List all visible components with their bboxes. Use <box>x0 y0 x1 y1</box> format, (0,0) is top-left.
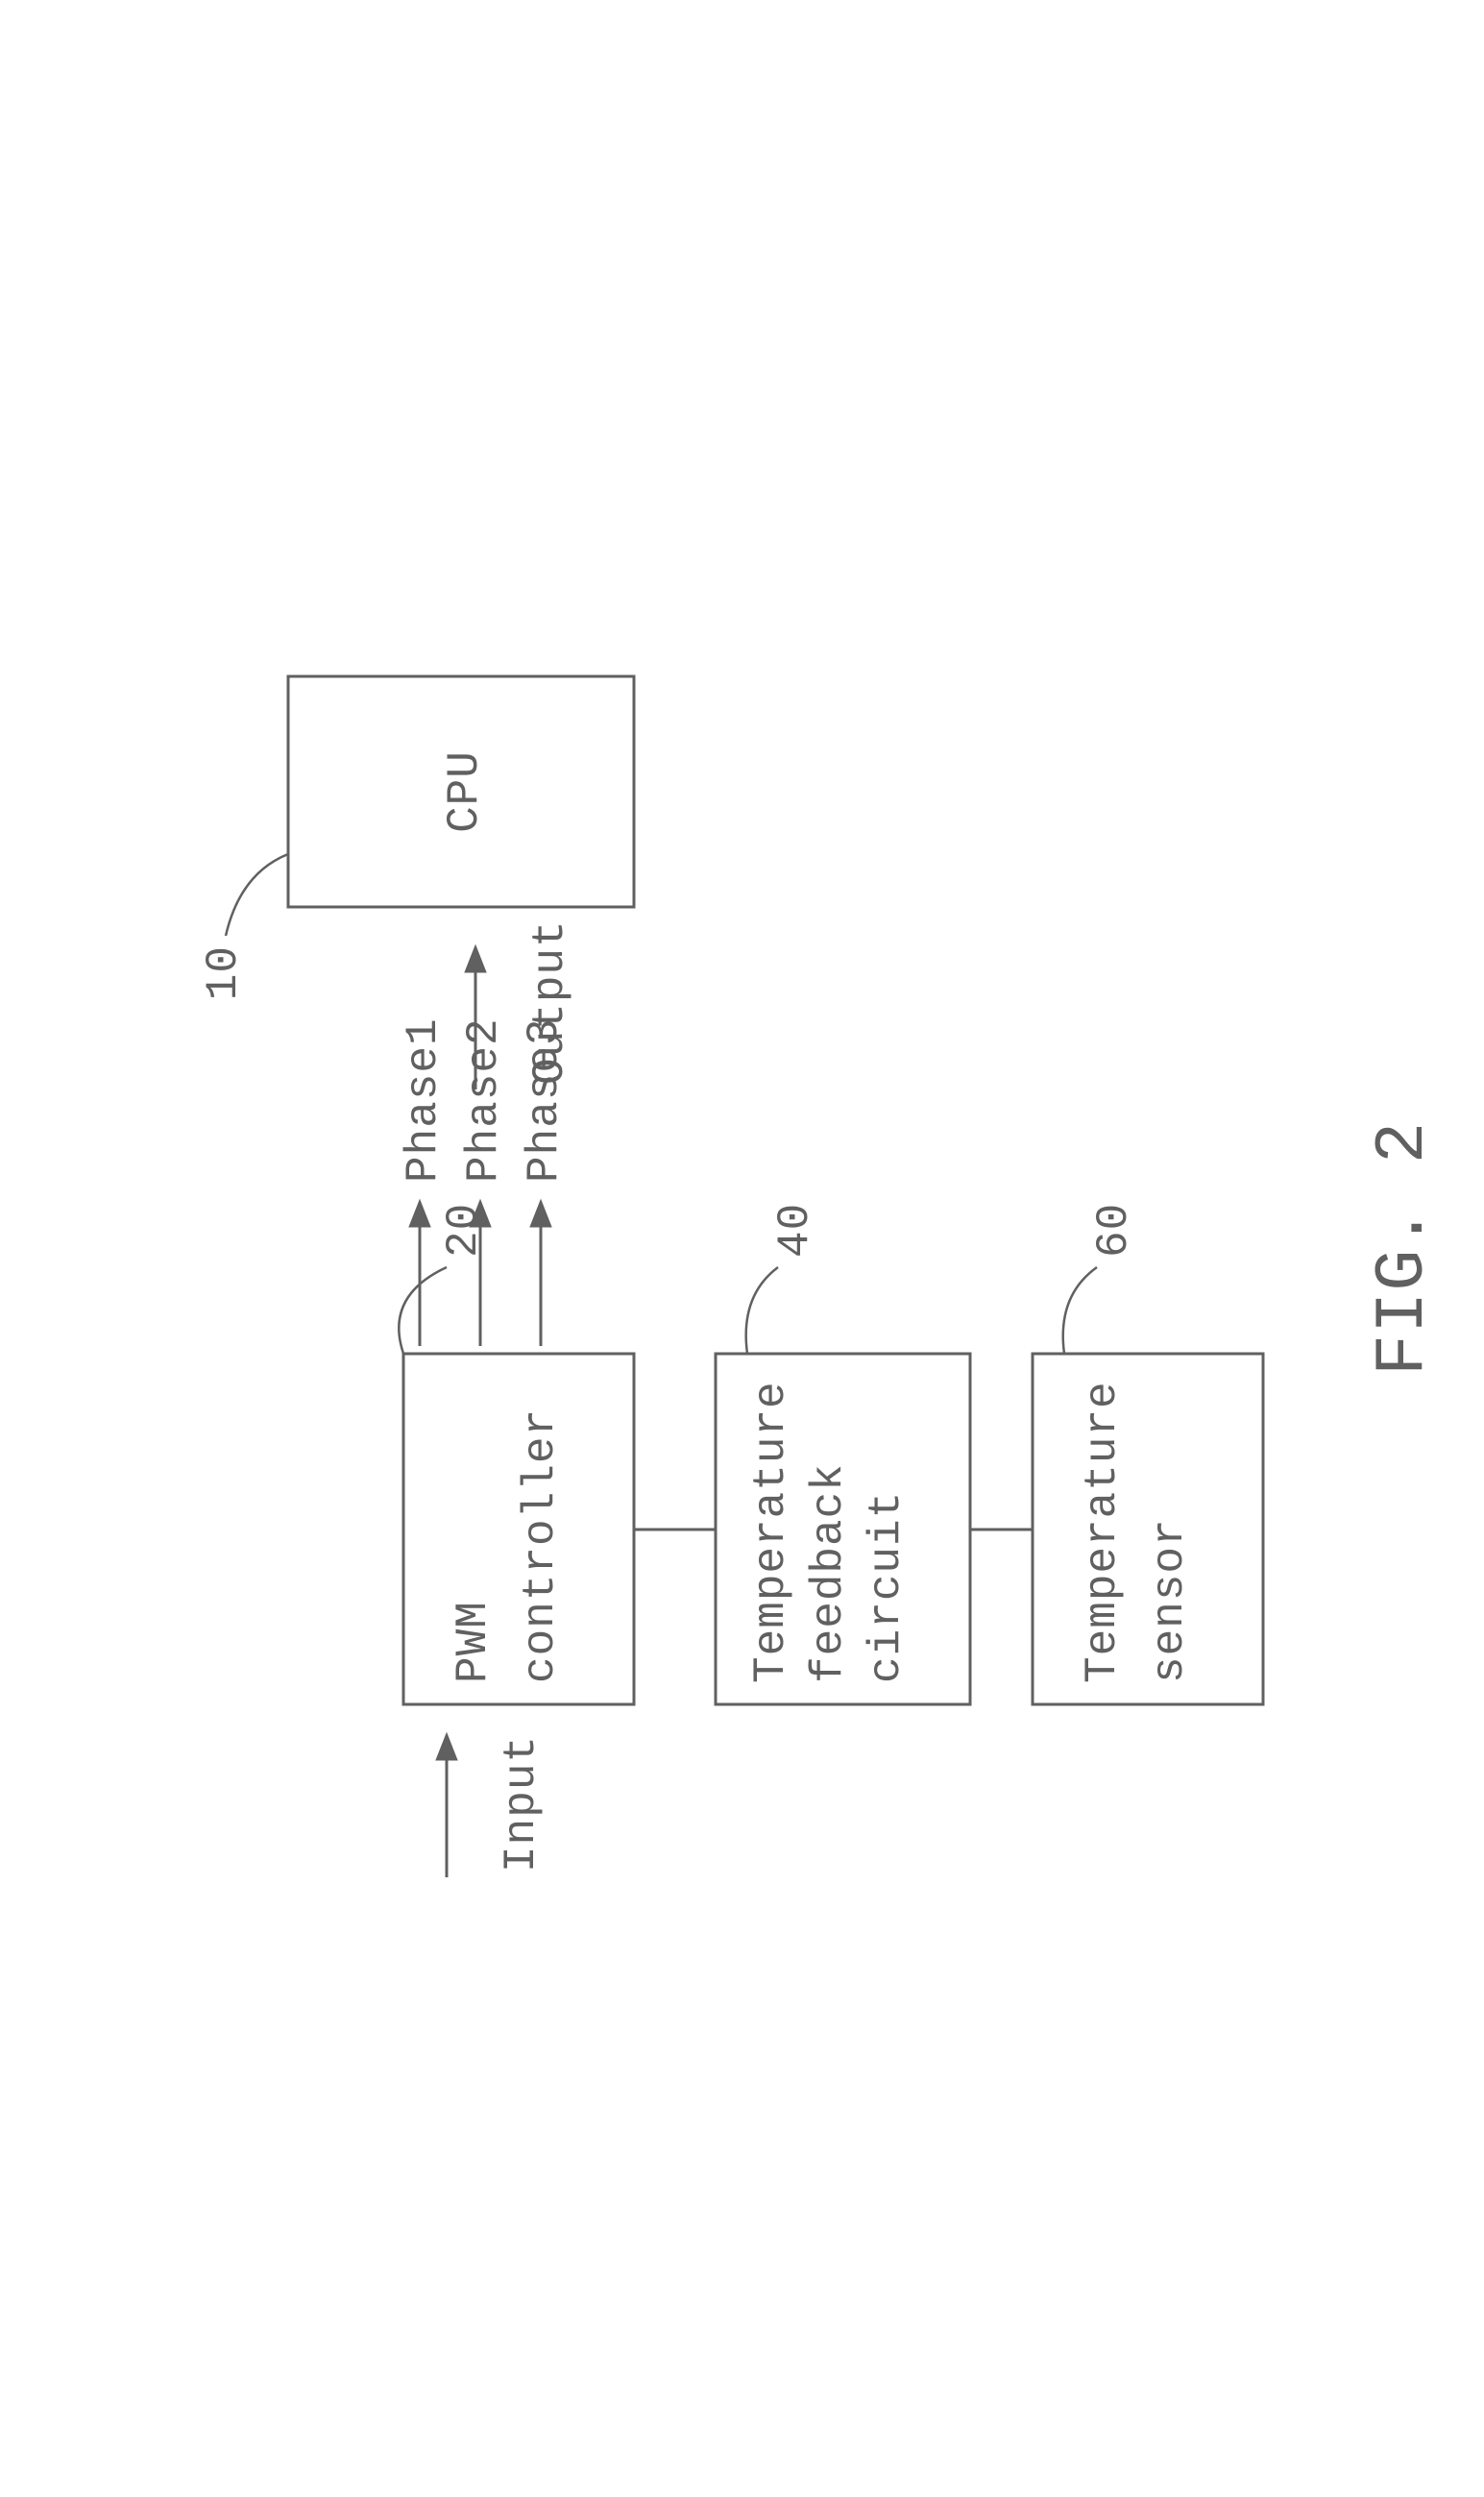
ref-leader-40 <box>746 1267 778 1354</box>
tfb-label: circuit <box>862 1491 912 1683</box>
ref-leader-20 <box>399 1267 447 1354</box>
phase-arrow-3-head <box>530 1200 551 1227</box>
ref-leader-10 <box>226 854 288 936</box>
input-label: Input <box>497 1735 547 1873</box>
output-arrow-head <box>465 945 486 972</box>
phase-label-1: Phase1 <box>399 1017 449 1183</box>
pwm-label: PWM <box>449 1601 499 1683</box>
phase-label-2: Phase2 <box>459 1017 509 1183</box>
output-label: Output <box>525 919 575 1085</box>
input-arrow-head <box>436 1733 457 1760</box>
tfb-label: Temperature <box>746 1381 796 1683</box>
ref-20: 20 <box>439 1203 489 1258</box>
pwm-label: controller <box>516 1408 566 1683</box>
phase-arrow-1-head <box>409 1200 430 1227</box>
tfb-label: feedback <box>804 1463 854 1683</box>
figure-label: FIG. 2 <box>1364 1121 1443 1376</box>
ref-10: 10 <box>199 945 249 1000</box>
ref-40: 40 <box>770 1203 820 1258</box>
ref-leader-60 <box>1063 1267 1097 1354</box>
tsense-label: sensor <box>1145 1518 1195 1683</box>
cpu-label: CPU <box>440 750 490 833</box>
tsense-label: Temperature <box>1078 1381 1128 1683</box>
ref-60: 60 <box>1089 1203 1139 1258</box>
